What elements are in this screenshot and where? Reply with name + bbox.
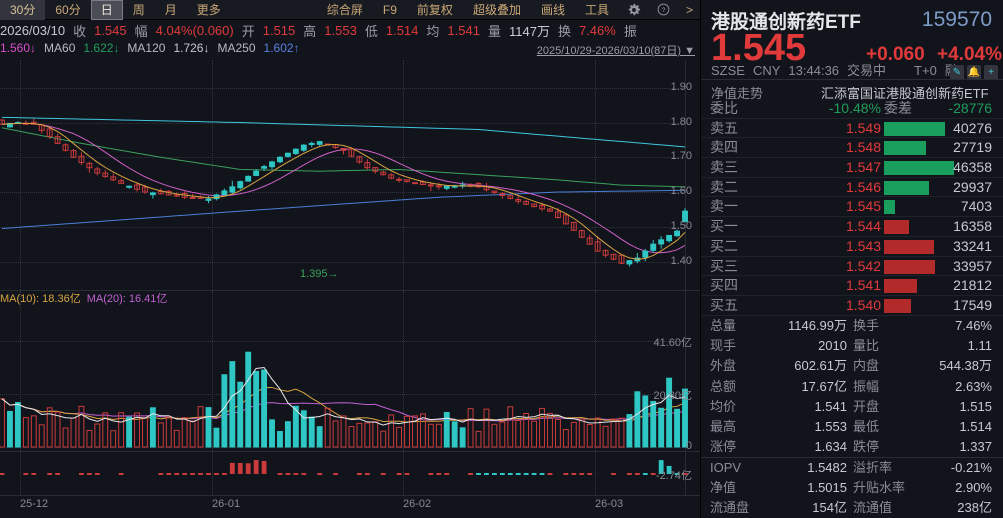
svg-text:?: ? bbox=[662, 7, 666, 14]
